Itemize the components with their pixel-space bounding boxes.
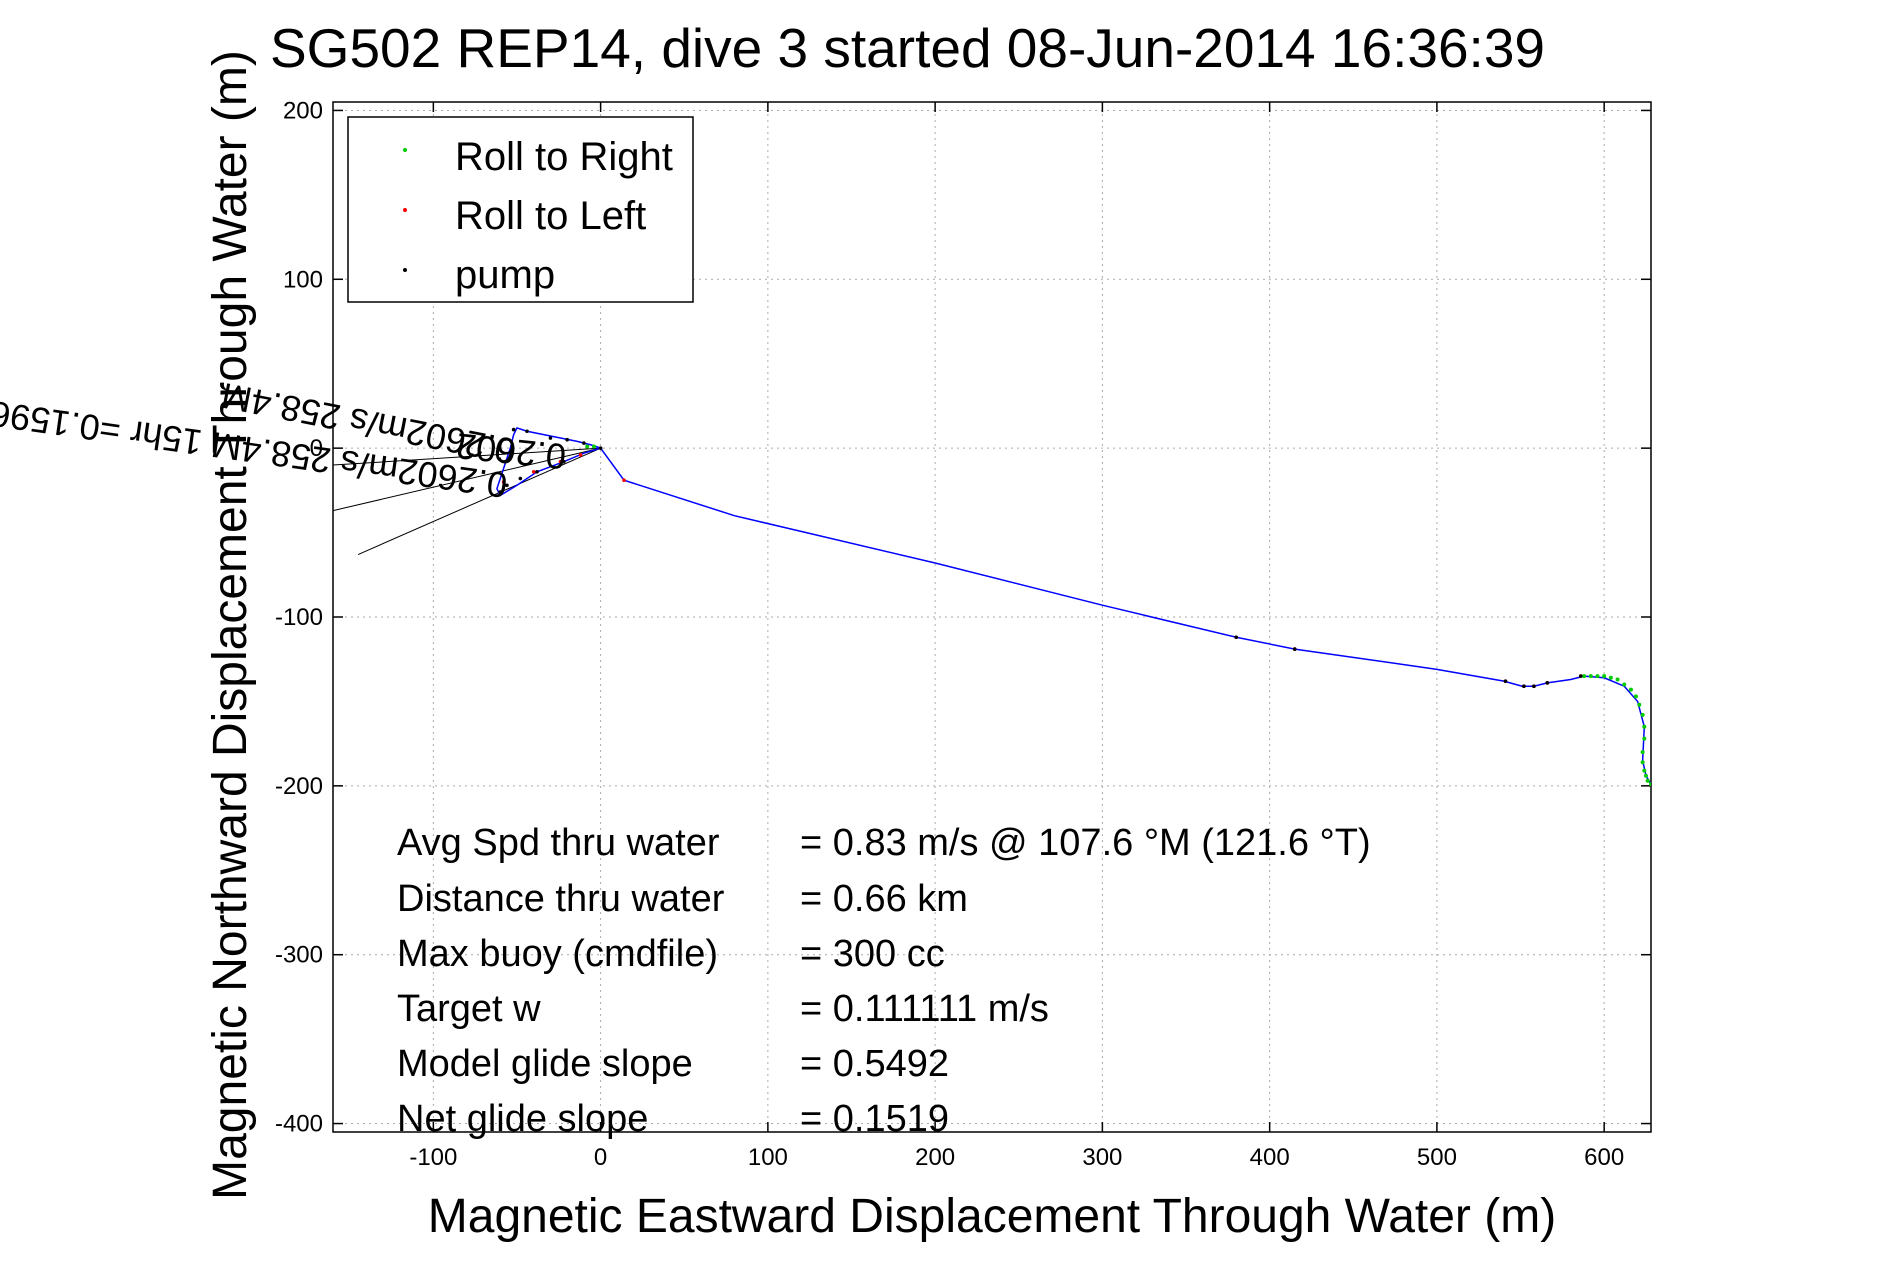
roll-left-point [578,453,583,457]
stat-max-buoy-label: Max buoy (cmdfile) [397,933,718,975]
roll-right-point [1637,702,1642,707]
x-tick-label: 200 [915,1144,955,1171]
roll-left-point [531,469,536,474]
stat-target-w-label: Target w [397,988,541,1030]
roll-left-point [558,459,563,464]
y-tick-label: -100 [275,604,323,631]
grid-lines [333,102,1651,1132]
current-vector-line [357,447,601,555]
roll-right-point [1640,712,1645,717]
legend-roll-left-marker [403,208,407,212]
x-tick-label: 400 [1250,1144,1290,1171]
stat-max-buoy-value: = 300 cc [800,933,945,975]
roll-right-point [1645,778,1650,783]
pump-point [1545,681,1550,685]
pump-point [1578,674,1583,678]
chart-title: SG502 REP14, dive 3 started 08-Jun-2014 … [270,17,1545,79]
y-tick-label: -300 [275,942,323,969]
roll-right-point [1615,677,1620,682]
pump-point [505,483,509,488]
x-tick-label: 500 [1417,1144,1457,1171]
pump-point [1234,635,1238,640]
y-tick-label: -200 [275,773,323,800]
roll-right-point [1608,675,1613,680]
legend-roll-right-marker [403,148,407,152]
data-series [333,426,1651,787]
dive-statistics: Avg Spd thru water = 0.83 m/s @ 107.6 °M… [397,822,1371,1140]
roll-right-point [1628,687,1633,692]
pump-point [1503,679,1508,683]
roll-right-point [1642,724,1647,729]
stat-avg-speed-label: Avg Spd thru water [397,822,720,864]
stat-net-glide-label: Net glide slope [397,1098,648,1140]
x-tick-label: 0 [594,1144,607,1171]
legend-roll-left: Roll to Left [455,194,646,238]
x-tick-label: 100 [748,1144,788,1171]
pump-point [598,446,603,450]
x-tick-label: -100 [409,1144,457,1171]
pump-point [548,436,553,440]
roll-left-point [622,478,626,483]
roll-right-point [1642,736,1647,741]
y-axis-label: Magnetic Northward Displacement Through … [204,50,257,1200]
legend: Roll to Right Roll to Left pump [347,116,694,303]
x-axis-ticks: -100 0 100 200 300 400 500 600 [409,102,1624,1171]
pump-point [535,469,539,474]
pump-point [1292,647,1297,651]
pump-point [562,459,566,464]
stat-distance-label: Distance thru water [397,878,725,920]
stat-target-w-value: = 0.111111 m/s [800,988,1049,1030]
y-axis-ticks: 200 100 0 -100 -200 -300 -400 [275,97,1651,1138]
roll-right-point [1588,674,1593,679]
pump-point [1532,684,1536,689]
legend-pump-marker [403,268,407,272]
x-axis-label: Magnetic Eastward Displacement Through W… [428,1190,1556,1243]
pump-point [565,437,569,442]
pump-point [525,429,529,434]
pump-point [511,427,516,432]
pump-point [1522,684,1526,689]
pump-point [582,441,586,445]
y-tick-label: 100 [283,266,323,293]
roll-right-point [585,444,590,449]
x-tick-label: 600 [1584,1144,1624,1171]
legend-pump: pump [455,253,555,297]
roll-right-point [1582,674,1587,679]
stat-model-glide-label: Model glide slope [397,1043,693,1085]
roll-left-point [501,480,506,484]
x-tick-label: 300 [1082,1144,1122,1171]
current-vector-line [333,447,601,512]
y-tick-label: 0 [310,435,323,462]
series-group [333,426,1651,787]
stat-net-glide-value: = 0.1519 [800,1098,949,1140]
current-vector-line [333,447,601,466]
legend-roll-right: Roll to Right [455,135,673,179]
roll-right-point [1642,768,1647,773]
roll-right-point [591,444,596,449]
roll-right-point [1640,760,1645,765]
stat-avg-speed-value: = 0.83 m/s @ 107.6 °M (121.6 °T) [800,822,1371,864]
roll-right-point [1633,694,1638,699]
y-tick-label: 200 [283,97,323,124]
roll-right-point [1622,682,1627,687]
stat-model-glide-value: = 0.5492 [800,1043,949,1085]
pump-point [498,490,503,494]
pump-point [518,476,523,481]
stat-distance-value: = 0.66 km [800,878,968,920]
roll-right-point [1640,750,1645,755]
roll-right-point [1595,674,1600,679]
y-tick-label: -400 [275,1111,323,1138]
roll-right-point [1643,773,1648,778]
roll-right-point [1602,674,1607,679]
roll-right-point [1649,782,1651,787]
